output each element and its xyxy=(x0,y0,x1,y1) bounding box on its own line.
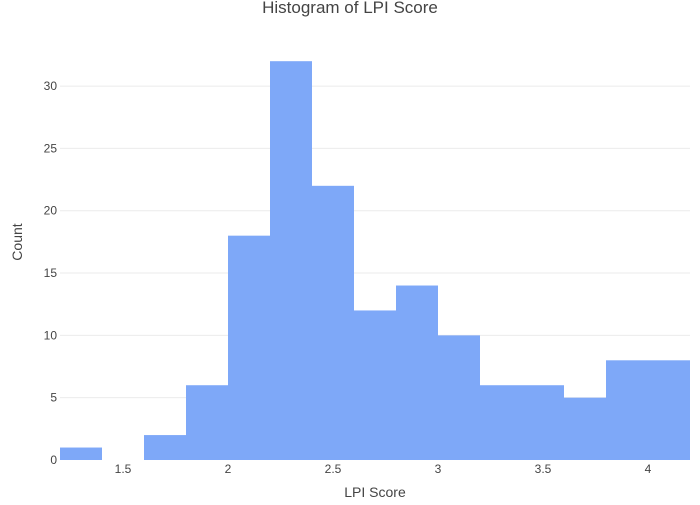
x-tick-label: 1.5 xyxy=(115,462,132,476)
x-axis-ticks: 1.5 2 2.5 3 3.5 4 xyxy=(115,462,652,476)
y-tick-label: 5 xyxy=(50,391,57,405)
histogram-bar xyxy=(228,235,270,460)
histogram-bar xyxy=(564,397,606,460)
histogram-bar xyxy=(186,385,228,460)
y-tick-label: 30 xyxy=(44,79,58,93)
histogram-bar xyxy=(312,185,354,460)
x-tick-label: 2.5 xyxy=(325,462,342,476)
histogram-bar xyxy=(396,285,438,460)
y-tick-label: 10 xyxy=(44,328,58,342)
x-tick-label: 4 xyxy=(645,462,652,476)
y-tick-label: 25 xyxy=(44,141,58,155)
histogram-bar xyxy=(270,61,312,460)
y-axis-ticks: 0 5 10 15 20 25 30 xyxy=(44,79,58,467)
histogram-bar xyxy=(438,335,480,460)
y-tick-label: 0 xyxy=(50,453,57,467)
y-axis-title: Count xyxy=(9,223,25,260)
x-tick-label: 3.5 xyxy=(535,462,552,476)
x-tick-label: 2 xyxy=(225,462,232,476)
chart-title: Histogram of LPI Score xyxy=(262,0,438,17)
x-axis-title: LPI Score xyxy=(344,484,406,500)
histogram-bar xyxy=(480,385,522,460)
y-tick-label: 20 xyxy=(44,204,58,218)
histogram-bar xyxy=(144,435,186,460)
y-tick-label: 15 xyxy=(44,266,58,280)
x-tick-label: 3 xyxy=(435,462,442,476)
histogram-bar xyxy=(648,360,690,460)
histogram-bar xyxy=(606,360,648,460)
histogram-bar xyxy=(354,310,396,460)
histogram-bars xyxy=(60,61,690,460)
histogram-bar xyxy=(60,447,102,460)
histogram-bar xyxy=(522,385,564,460)
